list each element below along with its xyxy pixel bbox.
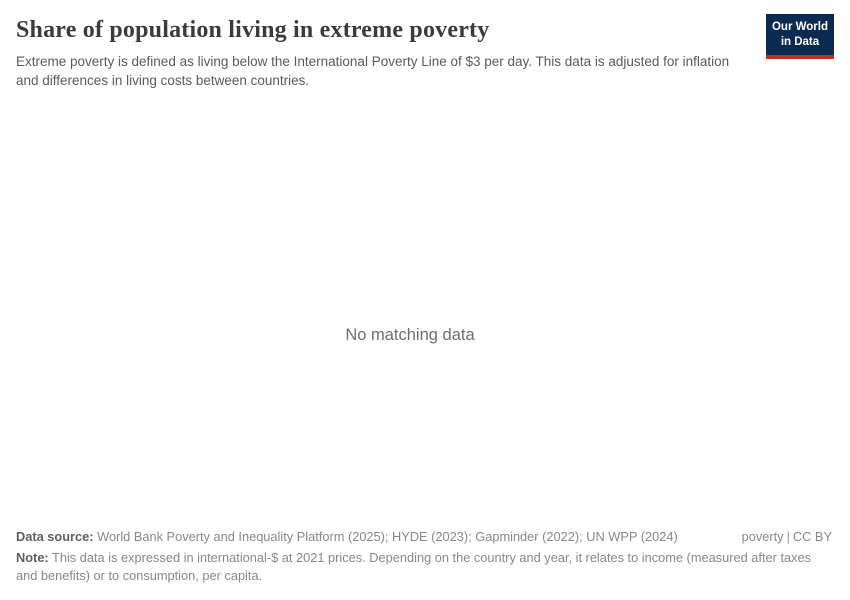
data-source-label: Data source:: [16, 529, 94, 545]
owid-logo-line1: Our World: [771, 21, 828, 33]
no-data-message: No matching data: [345, 326, 475, 344]
license-separator: |: [786, 529, 790, 545]
license-line: poverty | CC BY: [742, 528, 832, 545]
note-value: This data is expressed in international-…: [16, 550, 812, 583]
chart-slug-link[interactable]: poverty: [741, 529, 784, 545]
note-line: Note: This data is expressed in internat…: [16, 549, 832, 584]
chart-header: Share of population living in extreme po…: [16, 14, 834, 91]
chart-title: Share of population living in extreme po…: [16, 17, 490, 43]
owid-logo[interactable]: Our World in Data: [765, 14, 834, 59]
data-source-line: Data source: World Bank Poverty and Ineq…: [16, 528, 678, 545]
license-link[interactable]: CC BY: [792, 529, 832, 545]
note-label: Note:: [16, 550, 49, 566]
chart-footer: Data source: World Bank Poverty and Ineq…: [16, 528, 832, 584]
chart-subtitle: Extreme poverty is defined as living bel…: [16, 53, 730, 89]
owid-logo-line2: in Data: [780, 35, 820, 48]
source-row: Data source: World Bank Poverty and Ineq…: [16, 528, 832, 545]
data-source-value[interactable]: World Bank Poverty and Inequality Platfo…: [97, 529, 678, 545]
